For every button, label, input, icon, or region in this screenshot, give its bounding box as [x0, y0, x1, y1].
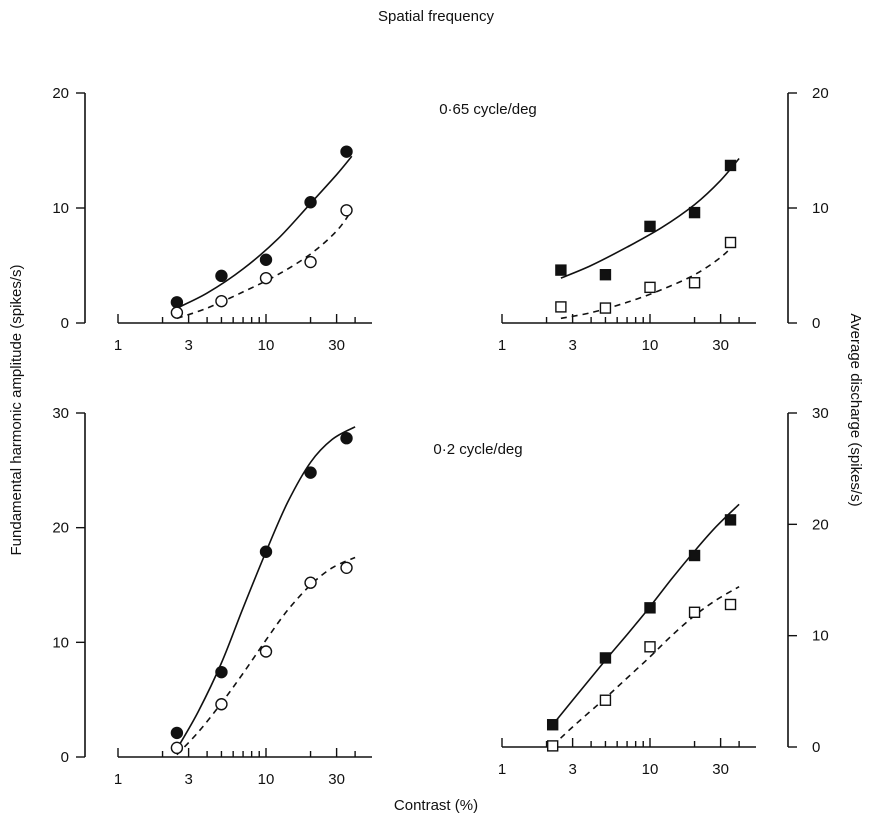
data-point-filled-circle	[170, 296, 184, 309]
data-point-open-square	[599, 694, 612, 706]
data-point-open-square	[724, 236, 737, 249]
data-point-open-circle	[259, 271, 273, 285]
data-point-open-circle	[215, 294, 228, 308]
data-point-open-square	[724, 598, 737, 611]
y-tick-label: 10	[52, 634, 69, 651]
data-point-open-square	[555, 301, 567, 313]
data-point-open-square	[599, 302, 612, 314]
data-point-open-circle	[215, 698, 228, 711]
data-point-open-circle	[170, 741, 184, 755]
data-point-filled-circle	[340, 145, 353, 158]
data-point-filled-circle	[340, 432, 353, 445]
x-tick-label: 1	[498, 337, 506, 354]
fit-curve-dashed	[560, 241, 737, 320]
y-tick-label: 10	[812, 628, 829, 645]
data-point-open-square	[546, 740, 559, 752]
data-point-filled-circle	[215, 665, 228, 679]
fit-curve-dashed	[176, 209, 353, 320]
data-point-open-square	[688, 606, 701, 618]
data-point-filled-square	[546, 719, 559, 731]
panel-title: 0·2 cycle/deg	[433, 441, 522, 458]
y-left-axis-label: Fundamental harmonic amplitude (spikes/s…	[8, 265, 25, 556]
data-point-open-circle	[340, 561, 353, 574]
y-tick-label: 0	[812, 739, 820, 756]
data-point-open-circle	[259, 645, 273, 658]
panel-title: 0·65 cycle/deg	[439, 101, 537, 118]
data-point-open-square	[644, 281, 656, 294]
x-tick-label: 10	[258, 771, 275, 788]
fit-curve-solid	[176, 426, 356, 750]
x-tick-label: 3	[184, 771, 192, 788]
fit-curve-dashed	[176, 556, 356, 756]
y-right-axis-label: Average discharge (spikes/s)	[847, 313, 864, 506]
x-tick-label: 30	[328, 771, 345, 788]
data-point-filled-circle	[304, 196, 317, 209]
x-tick-label: 10	[642, 337, 659, 354]
x-tick-label: 1	[114, 337, 122, 354]
figure-top-title: Spatial frequency	[378, 8, 494, 25]
y-tick-label: 20	[52, 520, 69, 537]
data-point-filled-square	[724, 159, 737, 172]
x-tick-label: 1	[114, 771, 122, 788]
panel-bottom-right: 1 3 10 30 0 10 20 30	[498, 405, 829, 778]
data-point-filled-circle	[170, 726, 184, 740]
data-point-open-circle	[304, 576, 317, 589]
x-tick-label: 10	[258, 337, 275, 354]
y-tick-label: 20	[812, 85, 829, 102]
data-point-open-circle	[340, 204, 353, 217]
x-tick-label: 10	[642, 761, 659, 778]
data-point-filled-square	[688, 206, 701, 219]
data-point-open-square	[688, 277, 701, 289]
y-tick-label: 30	[52, 405, 69, 422]
data-point-filled-circle	[304, 466, 317, 479]
x-tick-label: 1	[498, 761, 506, 778]
data-point-filled-circle	[215, 269, 228, 283]
fit-curve-solid	[552, 503, 740, 726]
y-tick-label: 10	[812, 200, 829, 217]
data-point-filled-circle	[259, 545, 273, 558]
fit-curve-solid	[176, 155, 353, 309]
y-tick-label: 0	[61, 315, 69, 332]
y-tick-label: 30	[812, 405, 829, 422]
y-tick-label: 0	[61, 749, 69, 766]
data-point-filled-square	[644, 602, 656, 614]
y-tick-label: 20	[52, 85, 69, 102]
x-tick-label: 3	[568, 337, 576, 354]
panel-top-right: 1 3 10 30 0 10 20	[498, 85, 829, 354]
x-tick-label: 3	[184, 337, 192, 354]
data-point-open-square	[644, 641, 656, 653]
data-point-filled-square	[555, 264, 567, 276]
y-tick-label: 20	[812, 516, 829, 533]
y-tick-label: 0	[812, 315, 820, 332]
panel-top-left: 0·65 cycle/deg 1 3 10 30 0 10 20	[52, 85, 536, 354]
data-point-open-circle	[170, 306, 184, 319]
x-axis-label: Contrast (%)	[394, 797, 478, 814]
panel-bottom-left: 0·2 cycle/deg 1 3 10 30 0 10 20 30	[52, 405, 522, 788]
y-tick-label: 10	[52, 200, 69, 217]
data-point-open-circle	[304, 255, 317, 269]
x-tick-label: 3	[568, 761, 576, 778]
x-tick-label: 30	[712, 761, 729, 778]
fit-curve-solid	[560, 157, 740, 279]
data-point-filled-square	[599, 652, 612, 664]
data-point-filled-square	[688, 549, 701, 562]
data-point-filled-circle	[259, 253, 273, 266]
data-point-filled-square	[724, 514, 737, 526]
data-point-filled-square	[599, 269, 612, 281]
data-point-filled-square	[644, 220, 656, 233]
x-tick-label: 30	[328, 337, 345, 354]
x-tick-label: 30	[712, 337, 729, 354]
fit-curve-dashed	[552, 586, 740, 747]
